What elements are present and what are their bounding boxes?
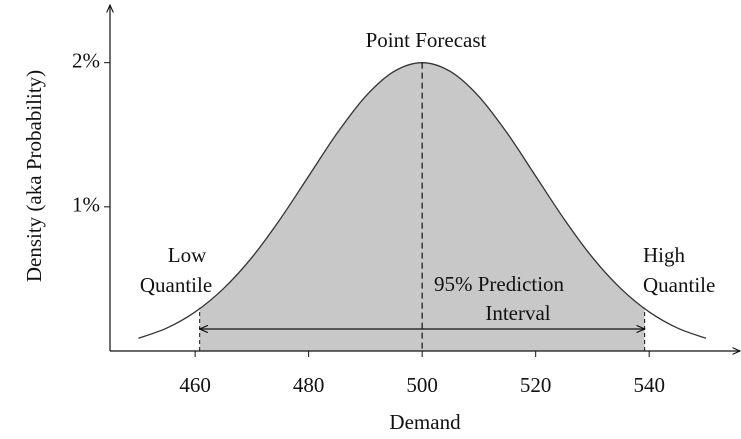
annotation: Interval <box>485 301 550 325</box>
annotation: High <box>643 243 686 267</box>
x-tick-label: 520 <box>520 373 552 397</box>
annotation: Point Forecast <box>366 28 487 52</box>
annotation: Quantile <box>140 273 212 297</box>
annotation: 95% Prediction <box>434 272 565 296</box>
y-tick-label: 2% <box>72 48 100 72</box>
annotation: Low <box>168 243 207 267</box>
plot-area: 460 480 500 520 540 1% 2% Point Forecast Low Quan… <box>72 5 740 397</box>
annotation: Quantile <box>643 273 715 297</box>
x-axis-label: Demand <box>389 410 461 434</box>
x-tick-label: 480 <box>293 373 325 397</box>
x-tick-label: 460 <box>179 373 211 397</box>
y-axis-label: Density (aka Probability) <box>22 70 46 282</box>
y-tick-label: 1% <box>72 193 100 217</box>
x-tick-label: 540 <box>633 373 665 397</box>
x-tick-label: 500 <box>406 373 438 397</box>
